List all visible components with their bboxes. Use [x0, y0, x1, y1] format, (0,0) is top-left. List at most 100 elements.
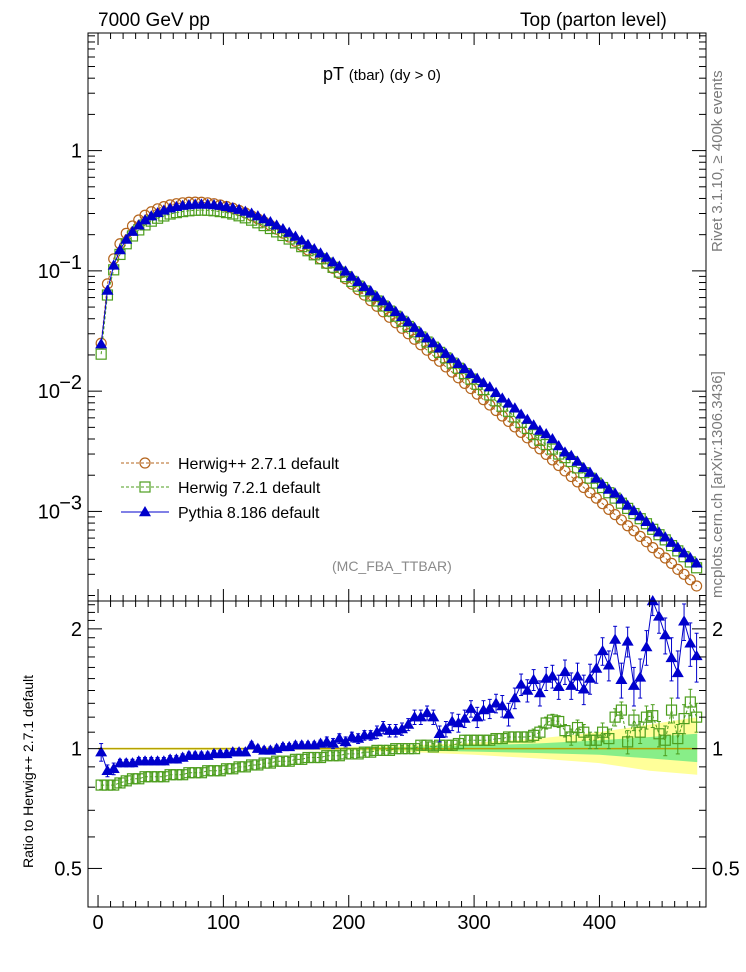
data-point: [145, 210, 158, 221]
ratio-point: [446, 739, 458, 751]
ratio-point: [534, 726, 546, 738]
data-point: [690, 557, 703, 568]
data-point: [452, 357, 465, 368]
ratio-point: [565, 679, 578, 690]
data-point: [508, 402, 521, 413]
ratio-point: [546, 670, 559, 681]
data-point: [540, 428, 553, 439]
main-plot-data: [95, 196, 703, 592]
data-point: [584, 487, 596, 499]
data-point: [533, 424, 546, 435]
data-point: [521, 413, 534, 424]
legend-label: Pythia 8.186 default: [178, 505, 320, 522]
ratio-point: [521, 731, 533, 743]
ratio-point: [120, 775, 132, 787]
ratio-point: [377, 744, 389, 756]
y-tick-label: 10: [38, 381, 60, 403]
ratio-point: [490, 697, 503, 708]
ratio-point: [659, 734, 671, 746]
ratio-y-tick-label-left: 1: [71, 739, 82, 761]
data-point: [283, 226, 296, 237]
data-point: [339, 265, 352, 276]
ratio-point: [452, 737, 465, 750]
data-point: [427, 350, 439, 362]
ratio-point: [277, 755, 289, 767]
data-point: [95, 338, 108, 349]
ratio-point: [364, 729, 377, 740]
ratio-point: [690, 649, 703, 661]
ratio-point: [189, 767, 201, 779]
ratio-point: [352, 748, 364, 760]
ratio-point: [415, 739, 427, 751]
ratio-point: [465, 734, 477, 746]
ratio-point: [464, 702, 477, 713]
ratio-point: [565, 731, 577, 743]
ratio-point: [339, 735, 352, 747]
ratio-point: [245, 739, 258, 750]
data-point: [258, 212, 271, 224]
ratio-point: [333, 732, 346, 743]
data-point: [603, 503, 615, 515]
ratio-point: [245, 759, 258, 771]
legend-label: Herwig++ 2.7.1 default: [178, 456, 340, 473]
legend-marker: [139, 481, 151, 493]
ratio-point: [559, 725, 571, 737]
ratio-point: [202, 765, 214, 777]
ratio-point: [622, 736, 634, 748]
data-point: [609, 487, 622, 498]
ratio-point: [646, 595, 659, 606]
legend-marker: [139, 506, 151, 517]
data-point: [320, 251, 333, 262]
data-point: [345, 270, 358, 281]
data-point: [132, 219, 145, 230]
ratio-point: [652, 610, 665, 621]
ratio-point: [546, 714, 559, 726]
data-point: [439, 347, 452, 358]
ratio-point: [521, 684, 534, 695]
data-point: [553, 459, 565, 472]
ratio-point: [383, 744, 396, 756]
ratio-point: [283, 755, 295, 767]
ratio-point: [227, 763, 239, 775]
ratio-point: [678, 712, 690, 725]
ratio-y-tick-label-left: 2: [71, 619, 82, 641]
ratio-point: [433, 727, 446, 738]
ratio-point: [352, 732, 365, 743]
ratio-point: [634, 671, 647, 682]
ratio-point: [584, 672, 597, 683]
ratio-point: [602, 659, 615, 670]
data-point: [615, 493, 628, 504]
ratio-point: [452, 717, 465, 728]
data-point: [396, 310, 409, 322]
data-point: [126, 225, 139, 236]
data-point: [590, 472, 603, 483]
ratio-point: [396, 743, 408, 755]
ratio-point: [634, 726, 646, 738]
data-point: [515, 408, 528, 419]
data-point: [120, 233, 133, 244]
ratio-point: [252, 759, 264, 771]
y-tick-label: 10: [38, 261, 60, 283]
data-point: [402, 316, 415, 327]
data-point: [458, 362, 471, 374]
header-left: 7000 GeV pp: [98, 10, 210, 31]
ratio-point: [477, 734, 490, 746]
ratio-point: [533, 686, 546, 698]
ratio-point: [314, 751, 327, 764]
ratio-point: [170, 769, 182, 781]
data-point: [596, 478, 609, 489]
ratio-point: [346, 748, 358, 760]
ratio-point: [653, 728, 665, 740]
y-tick-exponent: −2: [59, 372, 82, 394]
legend-marker: [139, 457, 151, 469]
ratio-point: [647, 710, 659, 722]
ratio-point: [183, 767, 195, 779]
ratio-point: [396, 723, 409, 734]
data-point: [690, 580, 703, 592]
data-point: [652, 526, 665, 537]
ratio-point: [609, 633, 622, 644]
ratio-point: [145, 771, 157, 783]
ratio-point: [615, 704, 627, 716]
ratio-point: [502, 731, 515, 743]
ratio-point: [483, 702, 496, 713]
